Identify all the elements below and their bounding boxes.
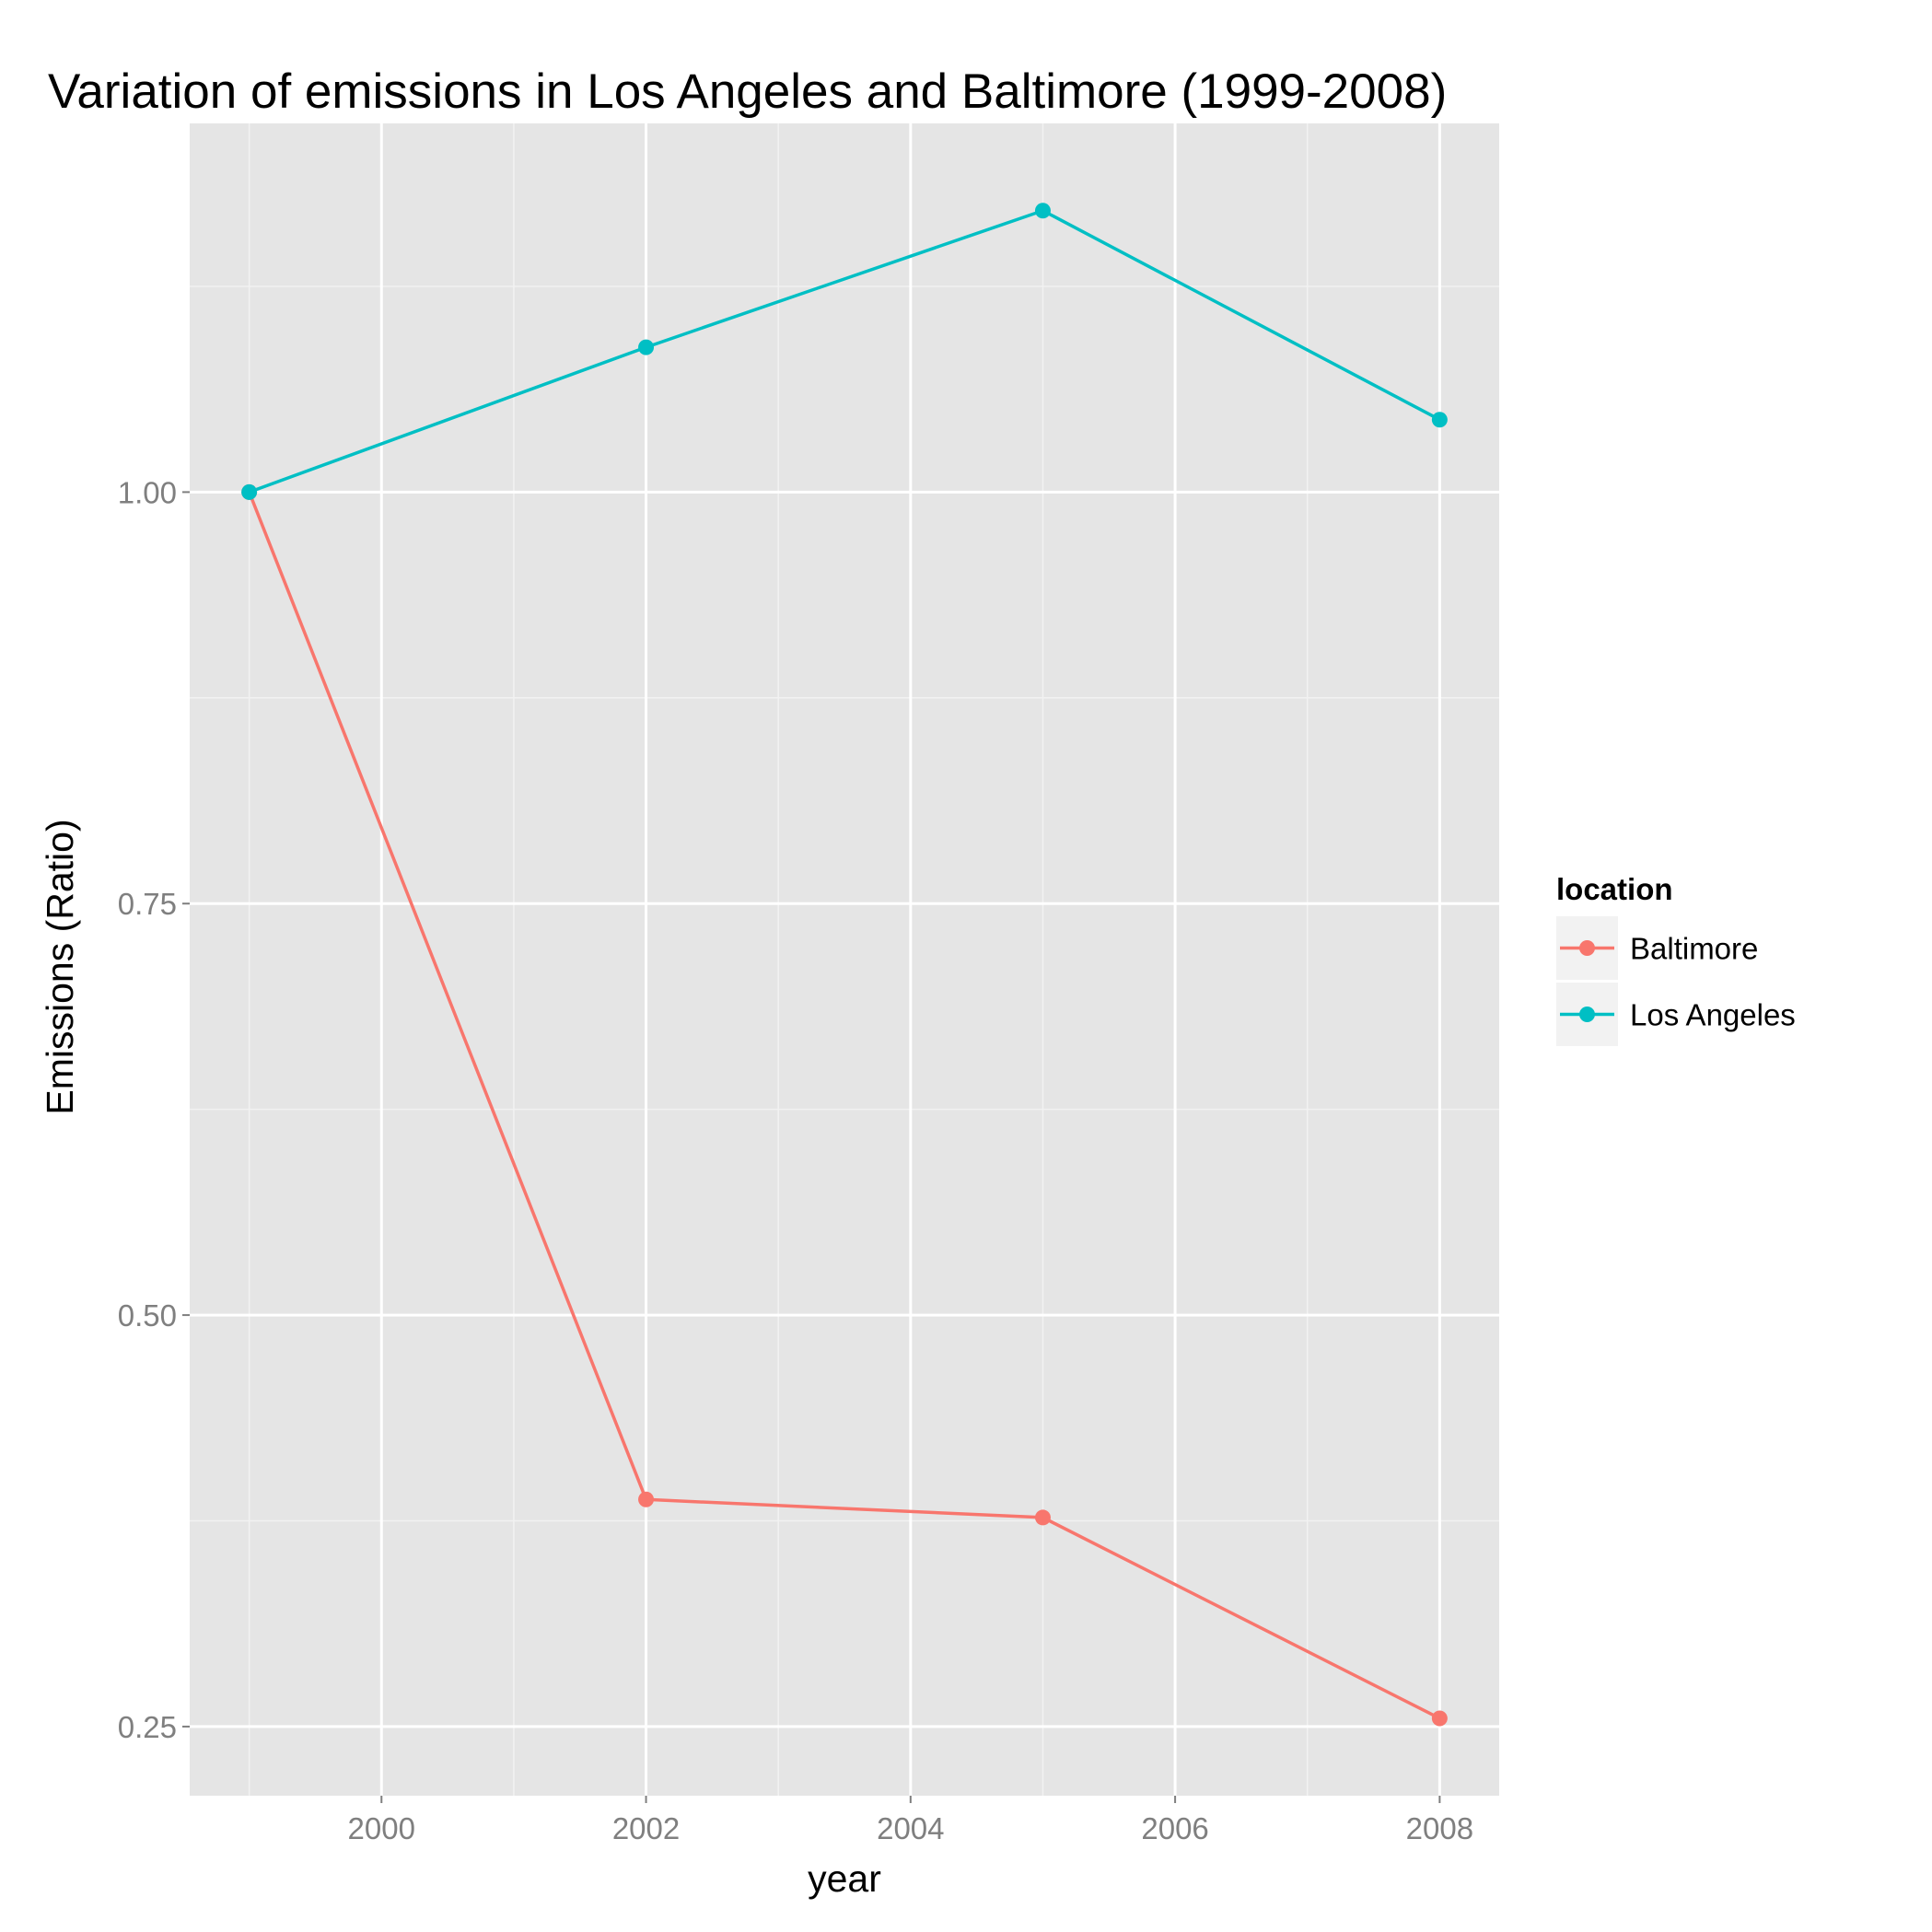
plot-panel — [190, 123, 1499, 1796]
x-tick-label: 2006 — [1141, 1811, 1208, 1845]
data-point-los-angeles — [1034, 203, 1051, 219]
data-point-baltimore — [1431, 1710, 1448, 1727]
data-point-los-angeles — [638, 339, 655, 355]
series-line-los-angeles — [249, 208, 1441, 495]
grid-minor — [190, 123, 1499, 1796]
chart-title: Variation of emissions in Los Angeles an… — [48, 64, 1447, 119]
y-tick-label: 0.75 — [118, 887, 177, 921]
legend-key-point — [1579, 940, 1595, 956]
legend-item-baltimore: Baltimore — [1556, 916, 1758, 980]
legend-label: Los Angeles — [1630, 998, 1796, 1032]
x-tick-label: 2008 — [1406, 1811, 1473, 1845]
y-tick-label: 1.00 — [118, 475, 177, 509]
legend-title: location — [1556, 872, 1673, 906]
x-tick-label: 2000 — [348, 1811, 415, 1845]
y-axis-title: Emissions (Ratio) — [39, 819, 81, 1114]
grid-major — [190, 123, 1499, 1796]
series-lines — [248, 208, 1441, 1720]
legend-items: Baltimore Los Angeles — [1556, 916, 1796, 1046]
data-point-baltimore — [1034, 1509, 1051, 1526]
series-points — [241, 203, 1448, 1727]
y-tick-label: 0.25 — [118, 1710, 177, 1744]
y-axis: 0.25 0.50 0.75 1.00 — [118, 475, 190, 1744]
x-axis: 2000 2002 2004 2006 2008 — [348, 1796, 1473, 1845]
data-point-los-angeles — [241, 483, 258, 500]
legend-item-los-angeles: Los Angeles — [1556, 983, 1796, 1046]
legend-key-point — [1579, 1007, 1595, 1022]
data-point-los-angeles — [1431, 412, 1448, 428]
y-tick-label: 0.50 — [118, 1298, 177, 1333]
legend-label: Baltimore — [1630, 932, 1758, 966]
x-axis-title: year — [808, 1857, 881, 1900]
x-tick-label: 2002 — [612, 1811, 680, 1845]
data-point-baltimore — [638, 1491, 655, 1507]
x-tick-label: 2004 — [877, 1811, 944, 1845]
series-line-baltimore — [248, 491, 1441, 1720]
legend: location Baltimore Los Angeles — [1556, 872, 1796, 1046]
